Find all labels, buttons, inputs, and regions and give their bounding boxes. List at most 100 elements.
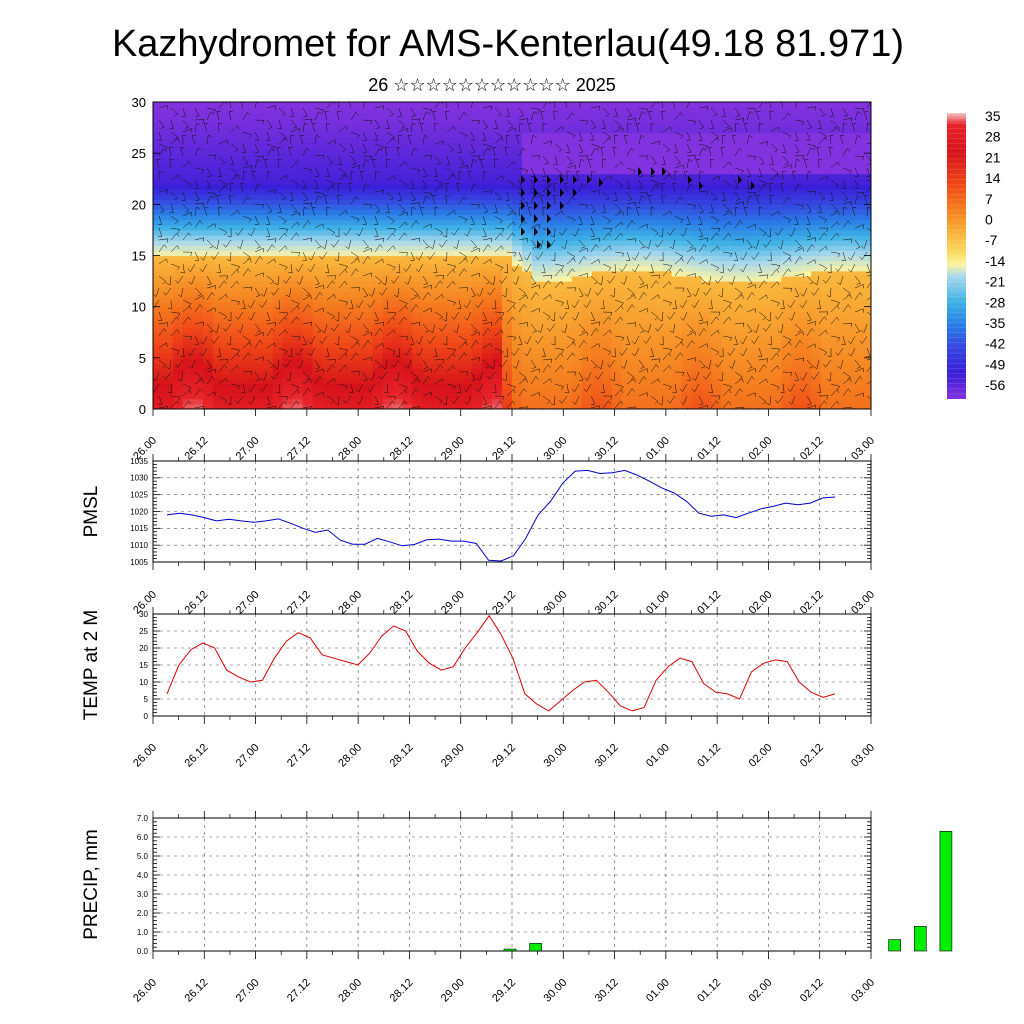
heatmap-cell — [861, 316, 871, 323]
wind-barb — [298, 263, 304, 272]
heatmap-cell — [721, 357, 732, 364]
heatmap-cell — [292, 142, 304, 149]
heatmap-cell — [601, 255, 613, 262]
heatmap-cell — [422, 189, 433, 195]
heatmap-cell — [163, 291, 174, 297]
heatmap-cell — [282, 291, 294, 297]
wind-barb — [271, 148, 275, 152]
wind-barb — [158, 275, 167, 282]
heatmap-cell — [332, 142, 344, 149]
heatmap-cell — [472, 311, 483, 318]
heatmap-cell — [462, 301, 473, 308]
heatmap-cell — [462, 107, 473, 113]
heatmap-cell — [741, 322, 752, 328]
heatmap-cell — [791, 178, 802, 185]
heatmap-cell — [581, 229, 593, 236]
wind-barb — [230, 263, 240, 267]
heatmap-cell — [601, 337, 613, 344]
heatmap-cell — [721, 265, 732, 272]
heatmap-cell — [292, 163, 304, 170]
heatmap-cell — [153, 107, 164, 113]
heatmap-cell — [322, 357, 334, 364]
heatmap-cell — [272, 117, 284, 124]
heatmap-cell — [242, 352, 254, 359]
heatmap-cell — [761, 229, 772, 236]
heatmap-cell — [641, 235, 653, 241]
heatmap-cell — [621, 153, 633, 159]
heatmap-cell — [771, 362, 782, 369]
heatmap-cell — [512, 178, 523, 185]
heatmap-cell — [153, 255, 164, 262]
heatmap-cell — [502, 173, 513, 180]
heatmap-cell — [342, 194, 354, 200]
heatmap-cell — [322, 132, 334, 139]
heatmap-cell — [192, 245, 204, 251]
wind-barb — [230, 251, 232, 262]
heatmap-cell — [442, 163, 453, 170]
heatmap-cell — [861, 352, 871, 359]
heatmap-cell — [502, 296, 513, 303]
wind-barb — [254, 155, 265, 157]
heatmap-cell — [352, 388, 363, 395]
wind-barb — [284, 400, 287, 405]
heatmap-cell — [212, 235, 224, 241]
heatmap-cell — [801, 224, 812, 231]
heatmap-cell — [153, 383, 164, 390]
heatmap-cell — [671, 168, 683, 175]
heatmap-cell — [182, 117, 194, 124]
heatmap-cell — [701, 368, 713, 374]
heatmap-cell — [512, 142, 523, 149]
heatmap-cell — [741, 163, 752, 170]
heatmap-cell — [402, 403, 413, 409]
wind-barb — [242, 131, 252, 136]
heatmap-cell — [551, 306, 563, 313]
heatmap-cell — [571, 142, 583, 149]
heatmap-cell — [153, 311, 164, 318]
heatmap-cell — [671, 368, 683, 374]
heatmap-cell — [222, 194, 234, 200]
heatmap-cell — [342, 148, 354, 154]
heatmap-cell — [452, 255, 463, 262]
heatmap-cell — [541, 357, 553, 364]
heatmap-cell — [412, 322, 423, 328]
heatmap-cell — [232, 296, 244, 303]
heatmap-cell — [422, 245, 433, 251]
heatmap-cell — [821, 368, 832, 374]
heatmap-cell — [561, 291, 573, 297]
heatmap-cell — [631, 296, 643, 303]
heatmap-cell — [442, 296, 453, 303]
heatmap-cell — [172, 158, 184, 164]
wind-barb — [226, 359, 229, 364]
heatmap-cell — [432, 107, 443, 113]
heatmap-cell — [232, 240, 244, 246]
heatmap-cell — [472, 163, 483, 170]
heatmap-cell — [661, 347, 673, 354]
heatmap-cell — [312, 311, 324, 318]
heatmap-cell — [551, 107, 563, 113]
heatmap-cell — [382, 158, 393, 164]
heatmap-cell — [611, 173, 623, 180]
wind-barb — [216, 272, 221, 274]
heatmap-cell — [492, 199, 503, 205]
heatmap-cell — [332, 260, 344, 267]
heatmap-cell — [761, 132, 772, 139]
heatmap-cell — [711, 122, 722, 129]
heatmap-cell — [492, 383, 503, 390]
heatmap-cell — [851, 240, 862, 246]
heatmap-cell — [282, 117, 294, 124]
wind-barb — [304, 122, 309, 126]
heatmap-cell — [771, 183, 782, 190]
heatmap-cell — [372, 311, 383, 318]
heatmap-cell — [791, 219, 802, 226]
heatmap-cell — [372, 127, 383, 134]
heatmap-cell — [442, 219, 453, 226]
heatmap-cell — [382, 255, 393, 262]
heatmap-cell — [751, 286, 762, 292]
heatmap-cell — [312, 291, 324, 297]
heatmap-cell — [591, 332, 603, 338]
wind-barb — [207, 367, 212, 369]
heatmap-cell — [153, 342, 164, 349]
heatmap-cell — [342, 219, 354, 226]
heatmap-cell — [751, 235, 762, 241]
heatmap-cell — [671, 357, 683, 364]
